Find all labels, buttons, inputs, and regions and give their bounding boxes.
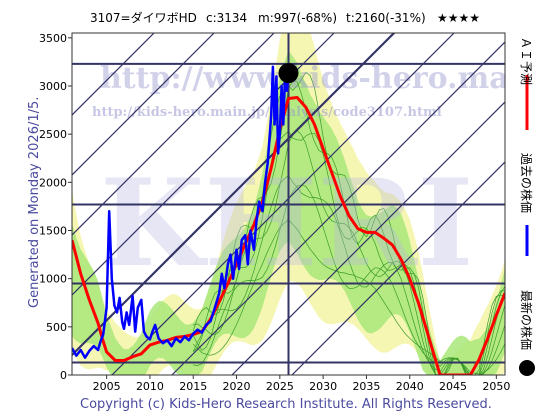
latest-price-marker — [278, 63, 299, 84]
legend-past-label: 過去の株価 — [519, 153, 534, 213]
band-line — [192, 130, 505, 375]
x-tick-label: 2045 — [439, 380, 467, 393]
x-tick-label: 2030 — [309, 380, 337, 393]
x-tick-label: 2015 — [179, 380, 207, 393]
x-tick-label: 2005 — [93, 380, 121, 393]
y-tick-label: 0 — [60, 369, 67, 382]
x-tick-label: 2010 — [136, 380, 164, 393]
x-tick-label: 2040 — [396, 380, 424, 393]
trend-line — [72, 33, 335, 296]
trend-line — [231, 101, 505, 375]
past-price-line — [72, 65, 290, 359]
generated-date: Generated on Monday 2026/1/5. — [27, 97, 42, 308]
y-tick-label: 1000 — [39, 273, 67, 286]
y-tick-label: 3000 — [39, 80, 67, 93]
min-price: m:997(-68%) — [258, 11, 337, 25]
y-tick-label: 2000 — [39, 176, 67, 189]
stock-title: 3107=ダイワボHD — [90, 10, 197, 25]
x-tick-label: 2020 — [223, 380, 251, 393]
trend-line — [111, 33, 455, 375]
legend-latest-dot — [519, 360, 535, 376]
trend-line — [72, 33, 275, 236]
trend-line — [72, 33, 155, 116]
y-tick-label: 500 — [46, 321, 67, 334]
series-lines — [72, 65, 505, 375]
band-line — [193, 130, 505, 375]
x-axis: 2005 2010 2015 2020 2025 2030 2035 2040 2045 2050 — [93, 375, 510, 393]
trend-lines — [72, 33, 505, 375]
current-price: c:3134 — [206, 11, 247, 25]
x-tick-label: 2035 — [352, 380, 380, 393]
rating-stars: ★★★★ — [437, 11, 480, 25]
plot-border — [71, 32, 506, 376]
y-tick-label: 3500 — [39, 32, 67, 45]
latest-marker-group — [278, 63, 299, 84]
watermark-path: http://kids-hero.main.jp/analysis/code31… — [92, 105, 442, 120]
trend-line — [171, 41, 505, 375]
trend-line — [291, 161, 505, 375]
watermark-url: http://www.kids-hero.main.jp/ — [100, 61, 560, 96]
x-tick-label: 2050 — [482, 380, 510, 393]
watermark-logo: KHRI — [100, 153, 474, 294]
legend-ai-label: ＡＩ予測 — [519, 37, 533, 85]
target-price: t:2160(-31%) — [346, 11, 426, 25]
copyright: Copyright (c) Kids-Hero Research Institu… — [80, 397, 492, 412]
x-tick-label: 2025 — [266, 380, 294, 393]
legend-latest-label: 最新の株価 — [519, 290, 534, 350]
y-tick-label: 1500 — [39, 224, 67, 237]
y-tick-label: 2500 — [39, 128, 67, 141]
y-axis: 0 500 1000 1500 2000 2500 3000 3500 — [39, 32, 72, 382]
band-line — [192, 72, 505, 375]
trend-line — [72, 33, 215, 176]
trend-line — [72, 33, 396, 357]
